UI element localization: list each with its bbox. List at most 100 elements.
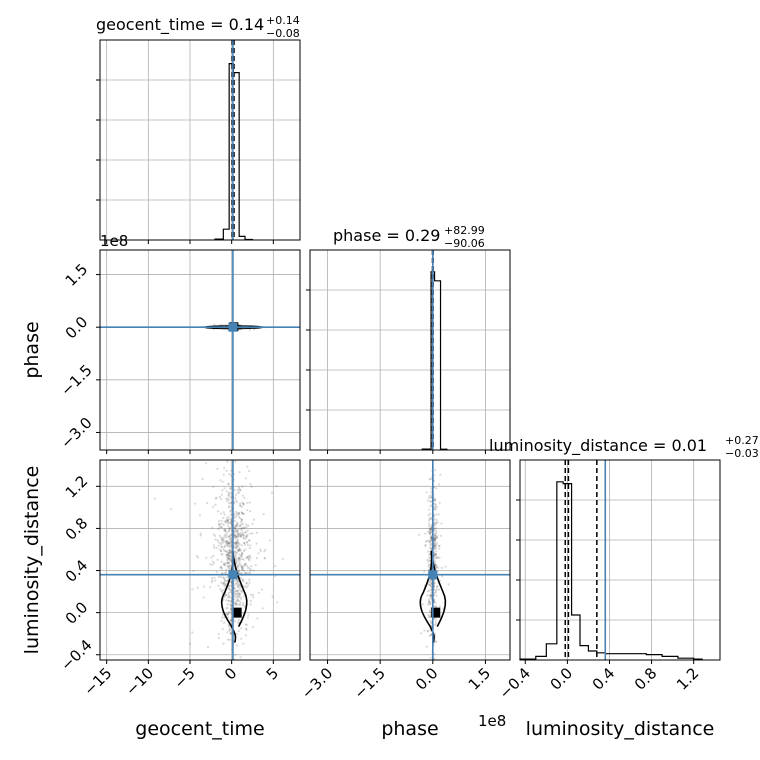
panel-phase-vs-luminosity-distance-sample [429,500,432,503]
panel-geocent-time-vs-luminosity-distance-sample [229,551,232,554]
panel-geocent-time-vs-luminosity-distance-sample [240,518,243,521]
panel-phase-vs-luminosity-distance-sample [434,589,437,592]
panel-geocent-time-vs-luminosity-distance-sample [201,477,204,481]
panel-phase-vs-luminosity-distance-sample [427,565,430,568]
panel-geocent-time-vs-luminosity-distance-sample [227,586,230,589]
panel-phase-vs-luminosity-distance-sample [435,529,438,533]
panel-geocent-time-vs-luminosity-distance-sample [230,604,233,607]
panel-geocent-time-vs-luminosity-distance-sample [218,526,221,529]
panel-geocent-time-vs-luminosity-distance-sample [225,599,228,602]
panel-phase-vs-luminosity-distance-sample [427,561,430,564]
panel-geocent-time-vs-luminosity-distance-sample [227,482,230,485]
panel-geocent-time-vs-luminosity-distance-sample [222,539,225,542]
panel-phase-vs-luminosity-distance-sample [434,532,437,536]
panel-geocent-time-vs-luminosity-distance-sample [228,549,232,552]
panel-phase-vs-luminosity-distance-sample [430,500,433,503]
panel-geocent-time-vs-luminosity-distance-sample [235,500,238,503]
panel-geocent-time-vs-luminosity-distance-sample [237,491,240,494]
panel-geocent-time-vs-luminosity-distance-sample [246,557,250,560]
panel-geocent-time-vs-luminosity-distance-sample [216,510,220,513]
panel-phase-vs-luminosity-distance-sample [428,519,431,522]
panel-geocent-time-vs-luminosity-distance-sample [216,539,219,542]
panel-phase-vs-luminosity-distance-sample [428,528,432,531]
panel-phase-vs-luminosity-distance-sample [430,547,433,550]
panel-geocent-time-vs-luminosity-distance-sample [221,628,224,631]
panel-geocent-time-vs-luminosity-distance-sample [223,577,227,580]
panel-geocent-time-vs-luminosity-distance-frame [99,459,301,661]
panel-geocent-time-vs-luminosity-distance-sample [228,610,231,613]
panel-geocent-time-vs-luminosity-distance-sample [246,616,249,619]
panel-geocent-time-vs-luminosity-distance-sample [249,510,252,513]
panel-geocent-time-vs-luminosity-distance-sample [233,603,236,606]
panel-geocent-time-vs-luminosity-distance-sample [212,544,215,547]
panel-geocent-time-vs-luminosity-distance-sample [236,592,239,595]
panel-geocent-time-vs-luminosity-distance-sample [244,537,247,540]
panel-geocent-time-vs-luminosity-distance-sample [234,541,237,544]
panel-phase-vs-luminosity-distance-sample [433,545,436,548]
panel-geocent-time-vs-luminosity-distance-sample [220,536,223,539]
panel-geocent-time-vs-luminosity-distance-sample [202,585,205,588]
panel-geocent-time-vs-luminosity-distance-sample [229,564,232,567]
panel-geocent-time-vs-luminosity-distance-sample [235,541,239,544]
panel-geocent-time-vs-luminosity-distance-sample [234,535,237,538]
panel-geocent-time-vs-luminosity-distance-sample [233,533,236,537]
panel-phase-vs-luminosity-distance-sample [433,545,436,548]
panel-geocent-time-vs-luminosity-distance-sample [226,553,229,556]
panel-geocent-time-vs-luminosity-distance-sample [226,638,229,641]
panel-geocent-time-vs-luminosity-distance-sample [244,548,247,551]
panel-luminosity-distance-grid [520,460,720,660]
panel-geocent-time-vs-luminosity-distance-sample [214,538,217,541]
panel-geocent-time-vs-phase-sample [248,328,251,332]
panel-geocent-time-vs-luminosity-distance-sample [222,642,225,645]
panel-phase-vs-luminosity-distance-sample [429,533,432,536]
panel-geocent-time-vs-luminosity-distance-sample [238,543,241,546]
panel-geocent-time-vs-luminosity-distance-sample [240,591,243,594]
panel-geocent-time-vs-luminosity-distance-sample [244,564,247,567]
xtick-label-luminosity-distance-2: 0.4 [589,664,619,694]
panel-geocent-time-vs-luminosity-distance-sample [236,541,239,544]
panel-geocent-time-vs-luminosity-distance-sample [236,545,239,548]
panel-phase-vs-luminosity-distance-sample [437,513,440,516]
panel-geocent-time-vs-luminosity-distance-sample [239,532,242,535]
panel-phase-vs-luminosity-distance-sample [428,583,431,586]
panel-geocent-time-vs-luminosity-distance-sample [226,550,229,553]
panel-geocent-time-vs-luminosity-distance-sample [242,536,245,539]
panel-geocent-time-vs-luminosity-distance-sample [252,569,255,572]
panel-geocent-time-vs-luminosity-distance-sample [219,575,222,578]
panel-geocent-time-vs-luminosity-distance-sample [223,621,226,624]
xtick-label-luminosity-distance-3: 0.8 [631,664,661,694]
panel-phase-vs-luminosity-distance-sample [429,615,432,618]
panel-geocent-time-vs-luminosity-distance-sample [223,528,226,532]
panel-geocent-time-vs-luminosity-distance-sample [251,532,254,535]
panel-phase-vs-luminosity-distance-sample [429,596,432,600]
panel-geocent-time-vs-luminosity-distance-sample [249,482,252,486]
panel-geocent-time-vs-luminosity-distance-sample [229,513,233,516]
panel-geocent-time-vs-luminosity-distance-sample [227,498,230,501]
panel-geocent-time-vs-luminosity-distance-sample [229,534,232,537]
panel-phase-vs-luminosity-distance-sample [433,518,436,521]
panel-geocent-time-vs-luminosity-distance-sample [237,534,240,537]
panel-phase-vs-luminosity-distance-sample [427,522,430,526]
panel-geocent-time-vs-luminosity-distance-sample [238,558,241,561]
panel-geocent-time-vs-luminosity-distance-sample [226,519,229,522]
panel-geocent-time-vs-luminosity-distance-sample [214,497,217,500]
panel-phase-vs-luminosity-distance-sample [434,563,437,566]
panel-geocent-time-vs-luminosity-distance-sample [236,521,239,524]
panel-geocent-time-vs-luminosity-distance-sample [244,531,247,534]
panel-geocent-time-vs-luminosity-distance-sample [242,534,246,537]
panel-geocent-time-vs-luminosity-distance-sample [226,606,229,610]
panel-geocent-time-vs-phase-truth-marker [228,322,238,332]
title-phase: phase = 0.29 [333,226,440,245]
panel-geocent-time-vs-luminosity-distance-sample [245,582,248,585]
panel-geocent-time-vs-luminosity-distance-sample [233,567,236,571]
panel-geocent-time-vs-luminosity-distance-sample [238,569,241,573]
panel-phase-vs-luminosity-distance-sample [435,553,438,557]
panel-geocent-time-vs-luminosity-distance-sample [239,596,242,599]
panel-phase-vs-luminosity-distance-sample [428,634,431,638]
panel-geocent-time-vs-luminosity-distance-sample [228,535,231,539]
panel-geocent-time-vs-luminosity-distance-sample [226,579,229,583]
panel-phase-vs-luminosity-distance-sample [435,640,438,643]
xlabel-geocent-time: geocent_time [135,718,264,740]
panel-geocent-time-vs-luminosity-distance-sample [236,532,239,536]
panel-phase-hist-line [421,271,448,450]
